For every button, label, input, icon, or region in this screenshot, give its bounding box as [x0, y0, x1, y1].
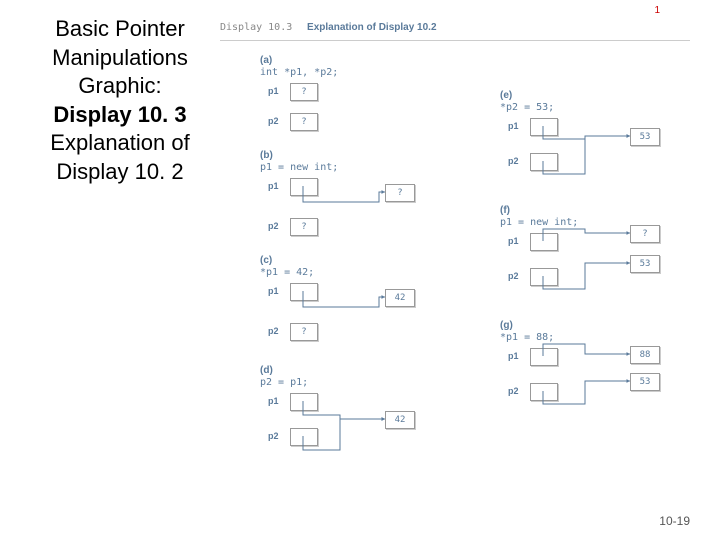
- label: p2 = p1;: [260, 377, 308, 388]
- pointer-box: 42: [385, 289, 415, 307]
- pointer-box: ?: [385, 184, 415, 202]
- box-value: 42: [386, 290, 414, 306]
- title-line: Manipulations: [20, 44, 220, 73]
- box-value: ?: [291, 324, 317, 340]
- label: p1: [268, 86, 279, 96]
- label: p1 = new int;: [500, 217, 578, 228]
- label: p2: [268, 116, 279, 126]
- pointer-box: 42: [385, 411, 415, 429]
- pointer-box: 53: [630, 128, 660, 146]
- pointer-box: ?: [290, 83, 318, 101]
- box-value: 53: [631, 256, 659, 272]
- label: (f): [500, 205, 510, 216]
- header-rule: [220, 40, 690, 41]
- pointer-box: [530, 153, 558, 171]
- label: *p1 = 88;: [500, 332, 554, 343]
- label: p2: [268, 326, 279, 336]
- display-number: Display 10.3: [220, 22, 292, 33]
- pointer-box: 53: [630, 373, 660, 391]
- box-value: 42: [386, 412, 414, 428]
- label: p1: [268, 396, 279, 406]
- label: p2: [508, 271, 519, 281]
- label: p1: [268, 181, 279, 191]
- pointer-box: 53: [630, 255, 660, 273]
- label: p1: [508, 121, 519, 131]
- pointer-box: 88: [630, 346, 660, 364]
- label: p1: [268, 286, 279, 296]
- box-value: ?: [631, 226, 659, 242]
- box-value: ?: [291, 114, 317, 130]
- label: (c): [260, 255, 272, 266]
- box-value: 53: [631, 129, 659, 145]
- pointer-box: [530, 383, 558, 401]
- title-line: Display 10. 3: [20, 101, 220, 130]
- pointer-box: ?: [630, 225, 660, 243]
- label: p2: [508, 156, 519, 166]
- box-value: 53: [631, 374, 659, 390]
- box-value: 88: [631, 347, 659, 363]
- page-number-bottom: 10-19: [659, 514, 690, 528]
- pointer-box: [290, 393, 318, 411]
- pointer-box: ?: [290, 113, 318, 131]
- label: int *p1, *p2;: [260, 67, 338, 78]
- pointer-box: ?: [290, 218, 318, 236]
- box-value: ?: [386, 185, 414, 201]
- pointer-box: [290, 428, 318, 446]
- box-value: ?: [291, 219, 317, 235]
- explanation-title: Explanation of Display 10.2: [307, 22, 436, 33]
- pointer-box: [530, 233, 558, 251]
- slide-title: Basic PointerManipulationsGraphic:Displa…: [20, 15, 220, 187]
- label: p1 = new int;: [260, 162, 338, 173]
- page-number-top: 1: [654, 5, 660, 16]
- label: (b): [260, 150, 273, 161]
- title-line: Explanation of: [20, 129, 220, 158]
- label: *p1 = 42;: [260, 267, 314, 278]
- title-line: Basic Pointer: [20, 15, 220, 44]
- label: p1: [508, 236, 519, 246]
- pointer-box: [530, 268, 558, 286]
- pointer-box: [290, 178, 318, 196]
- pointer-box: [290, 283, 318, 301]
- label: *p2 = 53;: [500, 102, 554, 113]
- figure-header: Display 10.3 Explanation of Display 10.2: [220, 22, 437, 33]
- label: (g): [500, 320, 513, 331]
- title-line: Display 10. 2: [20, 158, 220, 187]
- label: p2: [508, 386, 519, 396]
- title-line: Graphic:: [20, 72, 220, 101]
- label: (a): [260, 55, 272, 66]
- label: (e): [500, 90, 512, 101]
- box-value: ?: [291, 84, 317, 100]
- label: p2: [268, 221, 279, 231]
- arrow: [0, 0, 1, 1]
- label: (d): [260, 365, 273, 376]
- label: p2: [268, 431, 279, 441]
- pointer-box: [530, 348, 558, 366]
- pointer-box: ?: [290, 323, 318, 341]
- label: p1: [508, 351, 519, 361]
- pointer-box: [530, 118, 558, 136]
